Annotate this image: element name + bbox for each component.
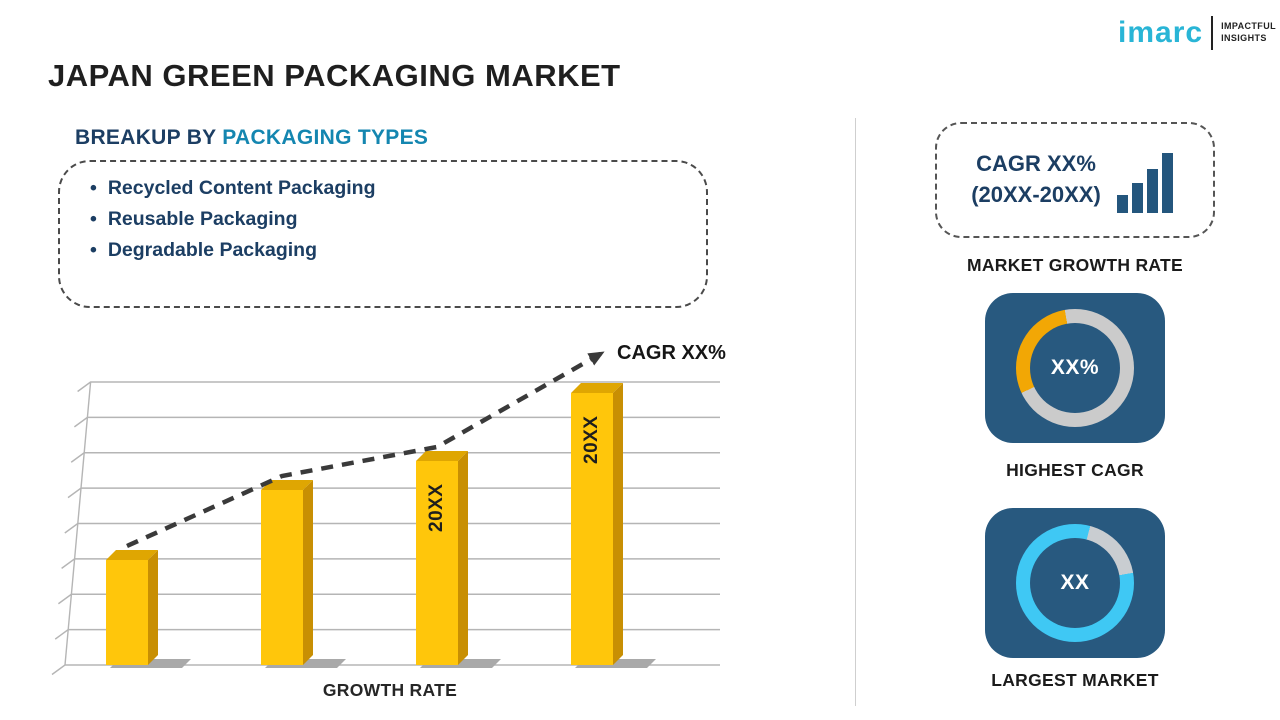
largest-market-card: XX <box>985 508 1165 658</box>
highest-cagr-card: XX% <box>985 293 1165 443</box>
bar <box>106 550 158 665</box>
logo-divider <box>1211 16 1214 50</box>
highest-cagr-value: XX% <box>1030 323 1120 413</box>
growth-bar-chart: 20XX 20XX <box>65 382 720 668</box>
breakup-heading-prefix: BREAKUP BY <box>75 126 217 149</box>
list-item: Reusable Packaging <box>90 204 376 235</box>
cagr-box: CAGR XX% (20XX-20XX) <box>935 122 1215 238</box>
packaging-types-box <box>58 160 708 308</box>
bar: 20XX <box>571 383 623 665</box>
list-item: Recycled Content Packaging <box>90 173 376 204</box>
xaxis-label: GROWTH RATE <box>322 680 458 700</box>
list-item: Degradable Packaging <box>90 235 376 266</box>
highest-cagr-label: HIGHEST CAGR <box>1006 460 1144 480</box>
imarc-logo: imarc IMPACTFUL INSIGHTS <box>1118 16 1276 50</box>
logo-tagline: IMPACTFUL INSIGHTS <box>1221 21 1276 43</box>
breakup-heading: BREAKUP BY PACKAGING TYPES <box>75 126 428 150</box>
highest-cagr-donut: XX% <box>1016 309 1134 427</box>
largest-market-label: LARGEST MARKET <box>991 670 1159 690</box>
imarc-logo-text: imarc <box>1118 16 1204 49</box>
largest-market-donut: XX <box>1016 524 1134 642</box>
cagr-value: CAGR XX% <box>976 151 1096 177</box>
cagr-box-text: CAGR XX% (20XX-20XX) <box>971 149 1101 211</box>
breakup-heading-highlight: PACKAGING TYPES <box>222 126 429 149</box>
cagr-period: (20XX-20XX) <box>971 182 1101 207</box>
bar-chart-icon <box>1116 153 1173 213</box>
largest-market-value: XX <box>1030 538 1120 628</box>
bar <box>261 480 313 665</box>
packaging-types-list: Recycled Content Packaging Reusable Pack… <box>90 173 376 266</box>
market-growth-rate-label: MARKET GROWTH RATE <box>966 255 1184 275</box>
chart-gridlines <box>51 381 720 676</box>
cagr-trend-label: CAGR XX% <box>617 342 726 364</box>
vertical-divider <box>855 118 856 706</box>
page-title: JAPAN GREEN PACKAGING MARKET <box>48 58 621 93</box>
trend-arrow <box>126 351 605 549</box>
bar: 20XX <box>416 451 468 665</box>
